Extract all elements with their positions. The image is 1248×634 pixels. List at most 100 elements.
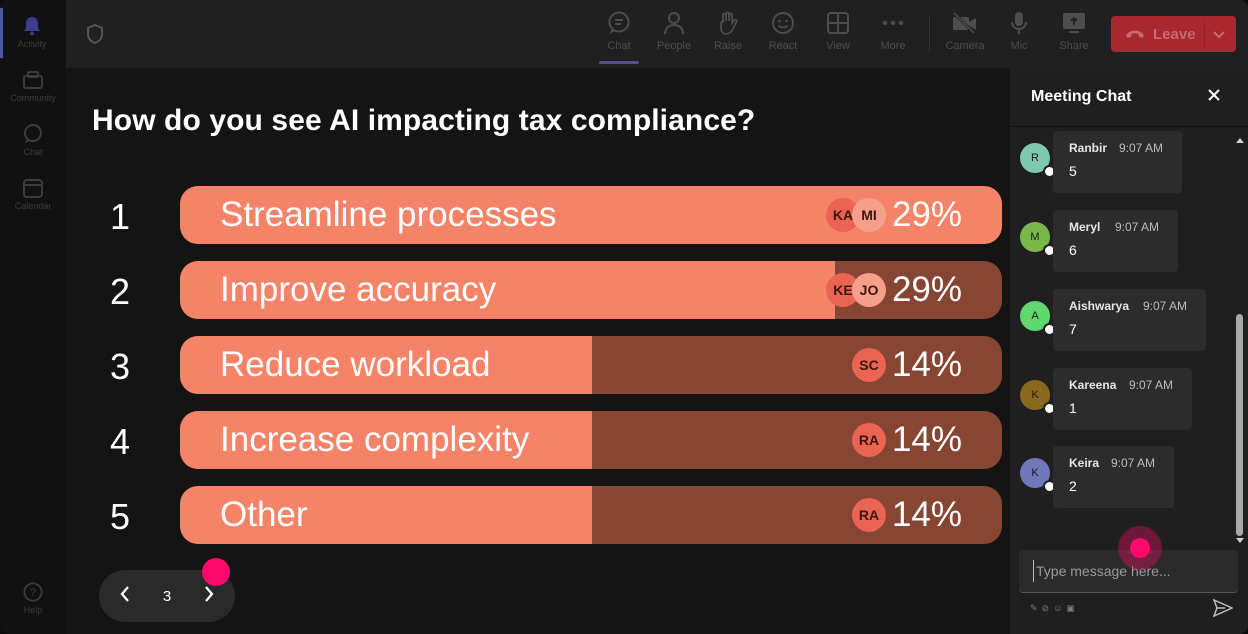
voter-avatar: RA [852,423,886,457]
option-bar[interactable]: Improve accuracy KE JO 29% [180,261,1002,319]
shield-icon[interactable] [86,23,104,49]
rail-item-chat[interactable]: Chat [4,116,62,166]
option-number: 1 [109,196,131,237]
voter-avatar: RA [852,498,886,532]
toolbar-mic-label: Mic [1010,40,1028,52]
bell-icon [22,16,42,36]
leave-button[interactable]: Leave [1111,16,1236,52]
message-text: 2 [1069,478,1077,494]
send-icon[interactable] [1212,598,1234,622]
emoji-icon[interactable]: ☺ [1053,603,1063,613]
message-input[interactable] [1033,560,1228,582]
chevron-down-icon[interactable] [1211,26,1227,46]
message-bubble[interactable]: Ranbir 9:07 AM 5 [1053,131,1182,193]
attach-icon[interactable]: ⊘ [1041,603,1050,613]
toolbar-share-button[interactable]: Share [1050,10,1098,60]
option-number: 5 [109,496,131,537]
message-bubble[interactable]: Meryl 9:07 AM 6 [1053,210,1178,272]
previous-button[interactable] [99,570,151,622]
scroll-down-icon[interactable] [1235,532,1245,550]
sender-name: Ranbir [1069,141,1108,155]
meeting-toolbar: Chat People Raise React View More Camera [66,0,1248,68]
toolbar-raise-label: Raise [713,40,743,52]
option-label: Streamline processes [220,195,557,234]
option-label: Other [220,495,308,534]
leave-label: Leave [1153,25,1196,43]
toolbar-react-button[interactable]: React [759,10,807,60]
next-button[interactable] [183,570,235,622]
voter-avatar: MI [852,198,886,232]
sender-name: Keira [1069,456,1100,470]
option-percent: 14% [891,420,962,459]
rail-label-chat: Chat [23,147,43,157]
toolbar-chat-label: Chat [607,40,631,52]
microphone-icon [1010,10,1028,36]
sender-name: Kareena [1069,378,1117,392]
gif-icon[interactable]: ▣ [1066,603,1075,613]
scroll-up-icon[interactable] [1235,131,1245,149]
option-bar-fill [180,486,592,544]
hang-up-icon [1125,26,1145,43]
app-rail: Activity Community Chat Calendar ? Help [0,0,66,634]
grid-view-icon [827,10,849,36]
rail-item-help[interactable]: ? Help [4,574,62,624]
message-bubble[interactable]: Kareena 9:07 AM 1 [1053,368,1192,430]
toolbar-view-label: View [826,40,850,52]
option-bar[interactable]: Other RA 14% [180,486,1002,544]
message-compose-box[interactable] [1019,550,1238,593]
chevron-left-icon [119,585,131,608]
option-bar[interactable]: Reduce workload SC 14% [180,336,1002,394]
toolbar-view-button[interactable]: View [814,10,862,60]
toolbar-more-button[interactable]: More [869,10,917,60]
rail-item-community[interactable]: Community [4,62,62,112]
toolbar-mic-button[interactable]: Mic [995,10,1043,60]
help-icon: ? [23,582,43,602]
rail-item-calendar[interactable]: Calendar [4,170,62,220]
cursor-indicator [1130,538,1150,558]
chat-icon [607,10,631,36]
community-icon [23,70,43,90]
rail-label-help: Help [23,605,43,615]
option-bar[interactable]: Streamline processes KA MI 29% [180,186,1002,244]
camera-off-icon [952,10,978,36]
raise-hand-icon [717,10,739,36]
poll-option-row: 3 Reduce workload SC 14% [66,336,1010,394]
toolbar-chat-button[interactable]: Chat [595,10,643,64]
message-text: 6 [1069,242,1077,258]
option-bar[interactable]: Increase complexity RA 14% [180,411,1002,469]
sender-name: Aishwarya [1069,299,1130,313]
chat-divider [1010,126,1248,127]
message-bubble[interactable]: Keira 9:07 AM 2 [1053,446,1174,508]
poll-stage: How do you see AI impacting tax complian… [66,68,1010,634]
format-icon[interactable]: ✎ [1030,603,1038,613]
toolbar-raise-button[interactable]: Raise [704,10,752,60]
toolbar-more-label: More [880,40,906,52]
rail-label-community: Community [10,93,56,103]
calendar-icon [23,178,43,198]
close-icon[interactable] [1207,88,1221,107]
toolbar-camera-button[interactable]: Camera [941,10,989,60]
option-percent: 29% [891,270,962,309]
option-label: Improve accuracy [220,270,497,309]
leave-divider [1204,22,1205,46]
toolbar-divider [929,16,930,52]
option-percent: 14% [891,495,962,534]
compose-tools: ✎ ⊘ ☺ ▣ [1030,603,1075,614]
message-text: 1 [1069,400,1077,416]
poll-option-row: 5 Other RA 14% [66,486,1010,544]
chat-scrollbar[interactable] [1232,128,1248,544]
message-time: 9:07 AM [1111,456,1156,470]
toolbar-camera-label: Camera [945,40,985,52]
message-time: 9:07 AM [1143,299,1188,313]
people-icon [663,10,685,36]
rail-item-activity[interactable]: Activity [0,8,61,58]
more-dots-icon [882,10,904,36]
toolbar-react-label: React [768,40,798,52]
option-bar-fill [180,336,592,394]
message-bubble[interactable]: Aishwarya 9:07 AM 7 [1053,289,1206,351]
toolbar-share-label: Share [1059,40,1089,52]
poll-option-row: 2 Improve accuracy KE JO 29% [66,261,1010,319]
toolbar-people-button[interactable]: People [650,10,698,60]
scroll-thumb[interactable] [1236,314,1243,536]
